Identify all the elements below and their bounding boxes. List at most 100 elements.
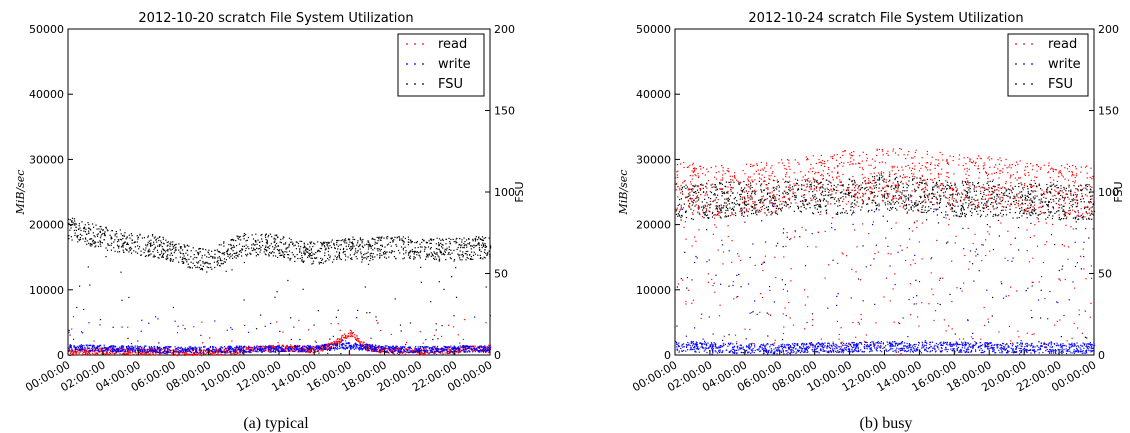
point-read <box>194 353 197 355</box>
point-fsu <box>160 242 162 244</box>
point-fsu <box>283 256 286 258</box>
point-fsu <box>477 254 479 256</box>
point-write <box>296 349 298 351</box>
point-fsu <box>74 220 76 222</box>
point-write <box>904 345 906 347</box>
point-fsu <box>400 330 402 332</box>
point-fsu <box>272 246 274 248</box>
point-read <box>442 353 444 355</box>
point-fsu <box>347 256 349 258</box>
point-read <box>249 351 251 353</box>
point-fsu <box>469 254 471 256</box>
point-fsu <box>372 249 374 251</box>
point-fsu <box>350 248 352 250</box>
point-fsu <box>474 240 477 242</box>
point-read <box>469 348 471 350</box>
chart-title: 2012-10-24 scratch File System Utilizati… <box>748 11 1023 26</box>
point-fsu <box>173 245 175 247</box>
point-write <box>1081 350 1083 353</box>
point-write <box>119 346 121 348</box>
point-fsu <box>355 250 357 252</box>
point-write <box>227 346 229 348</box>
point-read <box>302 348 304 350</box>
point-fsu <box>351 258 353 261</box>
point-write <box>97 350 99 352</box>
point-write <box>334 349 336 351</box>
point-write <box>450 345 452 347</box>
point-fsu <box>446 247 448 249</box>
point-fsu <box>75 229 77 231</box>
point-fsu <box>97 235 99 237</box>
point-write <box>164 346 166 348</box>
point-write <box>489 348 491 350</box>
point-read <box>433 334 435 337</box>
point-write <box>254 350 256 352</box>
point-write <box>376 350 378 352</box>
point-fsu <box>137 238 139 240</box>
point-fsu <box>231 254 233 256</box>
point-fsu <box>455 267 457 269</box>
point-write <box>81 349 83 351</box>
chart-title: 2012-10-20 scratch File System Utilizati… <box>138 11 413 26</box>
point-write <box>322 348 324 350</box>
point-fsu <box>301 259 303 261</box>
point-read <box>286 344 288 346</box>
point-write <box>324 347 326 349</box>
point-fsu <box>423 240 425 242</box>
point-write <box>213 351 215 353</box>
point-write <box>442 350 444 352</box>
point-fsu <box>123 241 125 243</box>
point-fsu <box>486 254 488 256</box>
point-read <box>381 348 383 350</box>
point-fsu <box>160 244 162 246</box>
point-read <box>405 348 407 351</box>
point-write <box>416 349 418 351</box>
point-write <box>419 349 421 351</box>
point-read <box>77 348 79 350</box>
point-fsu <box>167 250 169 252</box>
point-read <box>72 351 74 353</box>
point-read <box>392 352 394 354</box>
point-write <box>101 347 103 349</box>
point-read <box>223 350 225 352</box>
point-read <box>332 344 335 346</box>
point-write <box>107 347 109 349</box>
point-fsu <box>123 242 125 244</box>
point-write <box>79 349 81 351</box>
point-read <box>318 349 321 351</box>
point-write <box>347 343 350 345</box>
point-write <box>413 350 415 352</box>
point-write <box>299 350 301 352</box>
point-write <box>122 346 125 348</box>
point-fsu <box>262 244 264 247</box>
point-write <box>1085 345 1087 347</box>
point-write <box>1024 346 1026 348</box>
point-read <box>172 352 174 354</box>
point-fsu <box>348 238 350 240</box>
point-write <box>421 349 423 351</box>
point-fsu <box>158 236 161 238</box>
point-fsu <box>483 256 485 258</box>
point-read <box>115 352 117 354</box>
point-write <box>219 350 221 352</box>
point-read <box>218 350 221 352</box>
point-read <box>128 352 130 354</box>
point-write <box>215 350 217 352</box>
point-read <box>359 342 361 344</box>
point-write <box>209 345 211 348</box>
point-write <box>692 345 694 347</box>
point-fsu <box>322 242 324 245</box>
point-write <box>342 347 344 349</box>
point-fsu <box>277 236 279 238</box>
point-write <box>435 347 437 349</box>
point-write <box>204 346 206 348</box>
point-fsu <box>407 244 409 246</box>
point-fsu <box>399 238 401 240</box>
point-write <box>146 350 148 352</box>
point-write <box>402 349 404 351</box>
point-write <box>289 350 291 352</box>
point-fsu <box>133 242 135 244</box>
point-write <box>116 350 118 352</box>
point-write <box>375 349 377 351</box>
point-fsu <box>230 239 232 241</box>
